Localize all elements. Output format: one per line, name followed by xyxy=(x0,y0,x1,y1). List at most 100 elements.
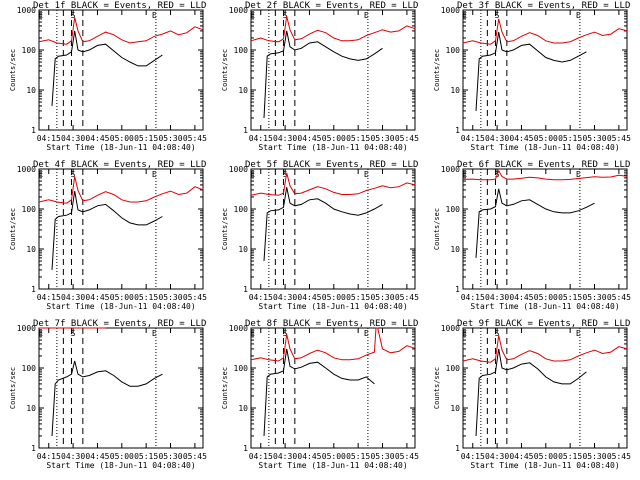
events-series-line xyxy=(475,188,595,258)
events-series-line xyxy=(475,32,587,111)
x-tick-label: 04:45 xyxy=(509,134,533,143)
axes-frame xyxy=(462,9,628,131)
y-axis-label: Counts/sec xyxy=(433,208,441,250)
event-marker: E xyxy=(462,170,467,179)
events-series-line xyxy=(51,30,163,106)
x-tick-label: 05:15 xyxy=(346,293,370,302)
x-axis-label: Start Time (18-Jun-11 04:08:40) xyxy=(470,302,619,311)
y-tick-label: 10 xyxy=(450,404,460,413)
event-marker: S xyxy=(283,11,288,20)
y-tick-label: 10 xyxy=(450,86,460,95)
y-tick-label: 1 xyxy=(455,126,460,135)
event-marker: E xyxy=(462,329,467,338)
event-marker: E xyxy=(38,170,43,179)
events-series-line xyxy=(263,187,383,262)
y-tick-label: 1000 xyxy=(229,6,248,15)
x-tick-label: 05:45 xyxy=(607,134,631,143)
x-tick-label: 05:45 xyxy=(395,452,419,461)
y-tick-label: 1000 xyxy=(17,6,36,15)
x-tick-label: 05:45 xyxy=(395,293,419,302)
detector-panel: Det 5f BLACK = Events, RED = LLD 1 10 100 10… xyxy=(221,160,419,311)
x-tick-label: 05:15 xyxy=(346,134,370,143)
y-tick-label: 100 xyxy=(446,364,461,373)
y-axis-label: Counts/sec xyxy=(221,49,229,91)
x-tick-label: 04:45 xyxy=(297,134,321,143)
panel-title: Det 7f BLACK = Events, RED = LLD xyxy=(33,319,206,329)
x-tick-label: 05:30 xyxy=(370,293,394,302)
detector-panel: Det 1f BLACK = Events, RED = LLD 1 10 100 10… xyxy=(9,1,207,152)
y-tick-label: 1000 xyxy=(441,165,460,174)
y-axis-label: Counts/sec xyxy=(9,208,17,250)
events-series-line xyxy=(263,30,383,119)
x-tick-label: 04:15 xyxy=(37,293,61,302)
x-tick-label: 04:30 xyxy=(273,293,297,302)
x-tick-label: 05:00 xyxy=(322,134,346,143)
axes-frame xyxy=(38,168,204,290)
x-tick-label: 04:45 xyxy=(85,134,109,143)
y-tick-label: 1000 xyxy=(17,324,36,333)
x-axis-label: Start Time (18-Jun-11 04:08:40) xyxy=(46,143,195,152)
y-tick-label: 100 xyxy=(22,364,37,373)
x-tick-label: 05:00 xyxy=(322,452,346,461)
y-axis-label: Counts/sec xyxy=(433,367,441,409)
x-axis-label: Start Time (18-Jun-11 04:08:40) xyxy=(258,461,407,470)
event-marker: E xyxy=(250,11,255,20)
x-tick-label: 04:15 xyxy=(37,452,61,461)
x-tick-label: 04:30 xyxy=(485,134,509,143)
panel-title: Det 8f BLACK = Events, RED = LLD xyxy=(245,319,418,329)
x-tick-label: 05:30 xyxy=(582,134,606,143)
event-marker: S xyxy=(71,170,76,179)
event-marker: E xyxy=(364,329,369,338)
x-tick-label: 05:45 xyxy=(607,452,631,461)
y-axis-label: Counts/sec xyxy=(433,49,441,91)
x-tick-label: 05:30 xyxy=(158,293,182,302)
event-marker: E xyxy=(364,11,369,20)
panel-title: Det 5f BLACK = Events, RED = LLD xyxy=(245,160,418,170)
axes-frame xyxy=(250,168,416,290)
x-tick-label: 05:15 xyxy=(134,452,158,461)
x-tick-label: 05:15 xyxy=(346,452,370,461)
x-tick-label: 05:30 xyxy=(158,134,182,143)
y-axis-label: Counts/sec xyxy=(9,49,17,91)
x-tick-label: 04:30 xyxy=(61,134,85,143)
axes-frame xyxy=(462,168,628,290)
x-tick-label: 05:15 xyxy=(134,293,158,302)
x-tick-label: 05:00 xyxy=(110,452,134,461)
y-tick-label: 100 xyxy=(446,205,461,214)
x-axis-label: Start Time (18-Jun-11 04:08:40) xyxy=(258,143,407,152)
detector-panel: Det 2f BLACK = Events, RED = LLD 1 10 100 10… xyxy=(221,1,419,152)
y-tick-label: 100 xyxy=(22,205,37,214)
y-tick-label: 1 xyxy=(243,126,248,135)
x-tick-label: 04:30 xyxy=(273,452,297,461)
y-tick-label: 10 xyxy=(450,245,460,254)
x-tick-label: 04:45 xyxy=(85,452,109,461)
axes-frame xyxy=(250,9,416,131)
x-tick-label: 05:00 xyxy=(322,293,346,302)
y-tick-label: 1000 xyxy=(17,165,36,174)
x-tick-label: 05:45 xyxy=(183,452,207,461)
x-tick-label: 04:45 xyxy=(509,293,533,302)
x-axis-label: Start Time (18-Jun-11 04:08:40) xyxy=(470,143,619,152)
y-tick-label: 100 xyxy=(22,46,37,55)
event-marker: E xyxy=(250,329,255,338)
x-axis-label: Start Time (18-Jun-11 04:08:40) xyxy=(258,302,407,311)
y-tick-label: 1 xyxy=(31,126,36,135)
panel-title: Det 3f BLACK = Events, RED = LLD xyxy=(457,1,630,11)
event-marker: E xyxy=(576,329,581,338)
x-tick-label: 04:15 xyxy=(249,452,273,461)
x-axis-label: Start Time (18-Jun-11 04:08:40) xyxy=(46,461,195,470)
y-tick-label: 10 xyxy=(26,245,36,254)
x-tick-label: 04:15 xyxy=(249,134,273,143)
y-tick-label: 100 xyxy=(234,205,249,214)
event-marker: E xyxy=(364,170,369,179)
x-tick-label: 04:45 xyxy=(85,293,109,302)
x-tick-label: 05:30 xyxy=(370,452,394,461)
lld-series-line xyxy=(38,17,204,45)
x-tick-label: 04:30 xyxy=(61,452,85,461)
lld-series-line xyxy=(462,18,628,45)
x-tick-label: 05:15 xyxy=(558,452,582,461)
y-axis-label: Counts/sec xyxy=(9,367,17,409)
x-tick-label: 05:00 xyxy=(110,134,134,143)
y-tick-label: 1000 xyxy=(229,324,248,333)
